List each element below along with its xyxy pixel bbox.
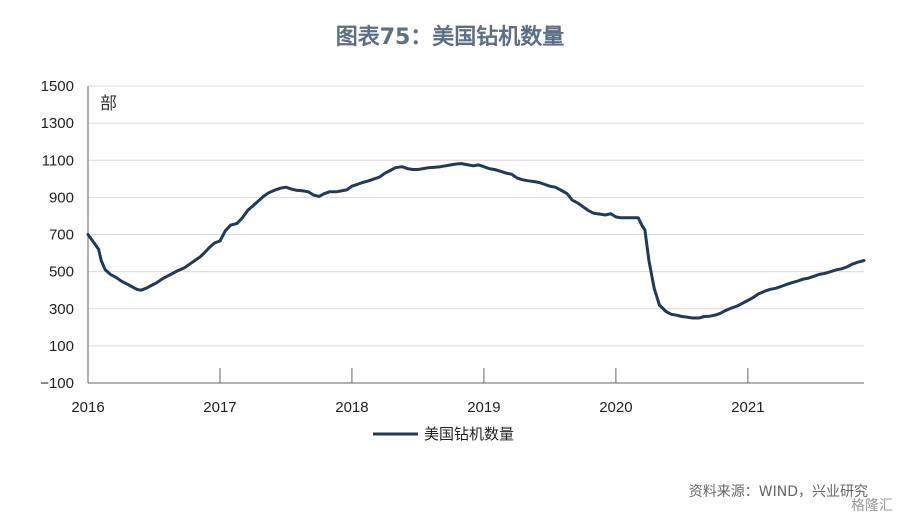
y-tick-label: 500 — [49, 264, 74, 281]
y-tick-label: −100 — [40, 375, 74, 392]
legend: 美国钻机数量 — [373, 425, 514, 443]
legend-label: 美国钻机数量 — [424, 425, 514, 443]
y-tick-label: 1100 — [42, 152, 74, 169]
y-axis-ticks: −100 100 300 500 700 900 1100 1300 1500 — [40, 78, 74, 392]
series-layer — [86, 162, 866, 320]
x-tick-label: 2016 — [71, 399, 104, 416]
x-tick-label: 2019 — [467, 399, 500, 416]
x-tick-label: 2018 — [335, 399, 368, 416]
y-tick-label: 1500 — [41, 78, 74, 95]
x-tick-label: 2021 — [731, 399, 764, 416]
y-tick-label: 1300 — [41, 115, 74, 132]
series-line — [86, 162, 866, 320]
y-tick-label: 900 — [49, 189, 74, 206]
source-note: 资料来源：WIND，兴业研究 — [689, 484, 868, 500]
x-tick-label: 2017 — [203, 399, 236, 416]
watermark: 格隆汇 — [851, 498, 893, 514]
chart-title: 图表75：美国钻机数量 — [336, 24, 565, 50]
x-axis-ticks: 2016 2017 2018 2019 2020 2021 — [71, 368, 765, 416]
y-tick-label: 300 — [49, 301, 74, 318]
y-tick-label: 700 — [49, 227, 74, 244]
x-tick-label: 2020 — [599, 399, 632, 416]
y-unit-label: 部 — [100, 94, 117, 114]
gridlines — [88, 85, 864, 347]
y-tick-label: 100 — [49, 338, 74, 355]
